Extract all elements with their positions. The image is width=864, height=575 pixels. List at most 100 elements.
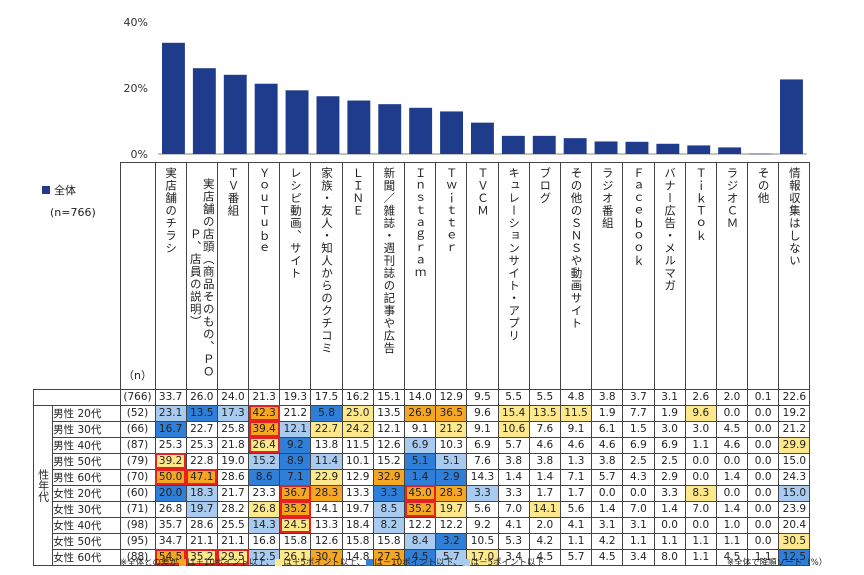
table-cell: 4.5	[528, 548, 561, 566]
total-value: 4.8	[559, 389, 593, 406]
total-value: 5.5	[497, 389, 530, 406]
category-label: 実店舗の店頭（商品そのもの、ＰＯＰ、店員の説明）	[188, 178, 216, 378]
row-label: 男性 60代	[52, 468, 121, 486]
table-cell: 9.1	[466, 420, 499, 438]
bar	[223, 74, 247, 154]
category-label: レシピ動画、サイト	[288, 167, 303, 280]
total-value: 12.9	[435, 389, 468, 406]
table-cell: 0.0	[591, 484, 624, 502]
table-cell: 9.6	[684, 404, 717, 422]
table-cell: 4.5	[591, 548, 624, 566]
table-cell: 6.9	[403, 436, 437, 454]
table-cell: 4.5	[715, 548, 749, 566]
table-cell: 0.0	[747, 500, 780, 518]
category-label: 新聞／雑誌・週刊誌の記事や広告	[382, 167, 397, 355]
table-cell: 10.5	[466, 532, 499, 550]
table-cell: 3.3	[497, 484, 530, 502]
row-n: (87)	[119, 436, 156, 454]
table-cell: 0.0	[715, 452, 749, 470]
table-cell: 10.1	[341, 452, 374, 470]
table-cell: 36.5	[435, 404, 468, 422]
category-label: ラジオ番組	[600, 167, 615, 230]
table-cell: 23.9	[778, 500, 811, 518]
table-cell: 5.1	[435, 452, 468, 470]
bar	[625, 141, 649, 154]
table-cell: 1.4	[715, 500, 749, 518]
bar	[192, 68, 216, 154]
table-cell: 15.2	[248, 452, 281, 470]
table-cell: 9.6	[466, 404, 499, 422]
table-cell: 34.7	[154, 532, 187, 550]
table-cell: 17.3	[216, 404, 250, 422]
total-value: 9.5	[466, 389, 499, 406]
table-cell: 35.2	[185, 548, 218, 566]
bar	[162, 42, 185, 154]
table-cell: 6.9	[622, 436, 655, 454]
table-cell: 2.5	[653, 452, 686, 470]
category-header: Ｆａｃｅｂｏｏｋ	[622, 162, 655, 390]
total-value: 16.2	[341, 389, 374, 406]
table-cell: 1.4	[591, 500, 624, 518]
table-cell: 4.3	[622, 468, 655, 486]
category-header: ラジオＣＭ	[715, 162, 749, 390]
table-cell: 35.7	[154, 516, 187, 534]
row-label: 女性 50代	[52, 532, 121, 550]
table-cell: 16.8	[248, 532, 281, 550]
table-cell: 22.9	[310, 468, 343, 486]
category-label: Ｆａｃｅｂｏｏｋ	[631, 167, 646, 267]
table-cell: 50.0	[154, 468, 187, 486]
bar	[285, 90, 309, 154]
table-cell: 35.2	[403, 500, 437, 518]
category-header: ＴＶ番組	[216, 162, 250, 390]
total-value: 26.0	[185, 389, 218, 406]
table-cell: 15.8	[372, 532, 406, 550]
row-label: 女性 20代	[52, 484, 121, 502]
category-header: 家族・友人・知人からのクチコミ	[310, 162, 343, 390]
data-table: （n） 実店舗のチラシ 実店舗の店頭（商品そのもの、ＰＯＰ、店員の説明） ＴＶ番組 Ｙｏ…	[32, 162, 811, 566]
bar	[254, 83, 278, 154]
category-header: ＴＶＣＭ	[466, 162, 499, 390]
total-value: 3.7	[622, 389, 655, 406]
table-cell: 9.1	[403, 420, 437, 438]
table-cell: 22.7	[185, 420, 218, 438]
total-value: 33.7	[154, 389, 187, 406]
table-cell: 20.4	[778, 516, 811, 534]
table-cell: 1.3	[559, 452, 593, 470]
table-cell: 11.5	[559, 404, 593, 422]
n-header-label: （n）	[123, 369, 152, 382]
table-cell: 6.1	[591, 420, 624, 438]
table-cell: 3.0	[653, 420, 686, 438]
table-cell: 7.6	[528, 420, 561, 438]
footnote-hi10: は＋10ポイント以上、	[187, 558, 275, 568]
table-cell: 3.3	[372, 484, 406, 502]
table-cell: 15.2	[372, 452, 406, 470]
table-cell: 36.7	[279, 484, 312, 502]
table-cell: 3.3	[653, 484, 686, 502]
table-cell: 0.0	[747, 484, 780, 502]
row-n: (66)	[119, 420, 156, 438]
sort-note: ※全体で降順ソート（%）	[727, 558, 828, 568]
table-cell: 2.5	[622, 452, 655, 470]
total-value: 3.1	[653, 389, 686, 406]
table-cell: 0.0	[747, 516, 780, 534]
table-cell: 1.4	[715, 468, 749, 486]
category-header: Ｉｎｓｔａｇｒａｍ	[403, 162, 437, 390]
total-value: 21.3	[248, 389, 281, 406]
table-cell: 13.5	[528, 404, 561, 422]
category-label: ＹｏｕＴｕｂｅ	[257, 167, 272, 255]
table-cell: 1.9	[653, 404, 686, 422]
category-header: 情報収集はしない	[778, 162, 811, 390]
table-cell: 6.9	[653, 436, 686, 454]
bar	[347, 100, 371, 154]
table-cell: 18.3	[185, 484, 218, 502]
table-cell: 54.5	[154, 548, 187, 566]
row-n: (52)	[119, 404, 156, 422]
table-cell: 0.0	[684, 468, 717, 486]
category-header: キュレーションサイト・アプリ	[497, 162, 530, 390]
table-cell: 1.1	[684, 548, 717, 566]
table-cell: 25.8	[216, 420, 250, 438]
bar	[532, 135, 556, 154]
table-cell: 7.7	[622, 404, 655, 422]
table-cell: 20.0	[154, 484, 187, 502]
table-cell: 11.5	[341, 436, 374, 454]
